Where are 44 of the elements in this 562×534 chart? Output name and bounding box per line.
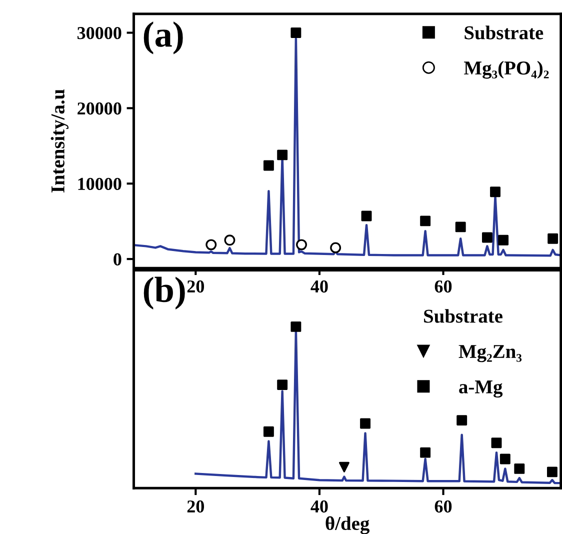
point <box>330 242 342 254</box>
x-axis-title: θ/deg <box>326 516 370 534</box>
point <box>206 239 217 250</box>
legend-label: Substrate <box>464 26 544 40</box>
point <box>420 216 431 226</box>
x-tick-label: 60 <box>434 500 452 513</box>
y-tick-label: 10000 <box>78 178 122 190</box>
point <box>491 438 502 448</box>
point <box>263 160 274 171</box>
point <box>360 418 370 429</box>
annotation: (a) <box>144 22 183 54</box>
legend-label: Mg₂Zn₃ <box>458 345 522 362</box>
point <box>420 447 431 458</box>
y-tick-label: 0 <box>114 253 122 266</box>
point <box>290 321 302 332</box>
point <box>290 28 302 38</box>
point <box>514 463 525 474</box>
y-axis-title: Intensity/a.u <box>50 89 68 192</box>
point <box>277 150 288 160</box>
point <box>456 415 468 426</box>
text: (b) <box>144 276 185 310</box>
point <box>546 466 558 478</box>
point <box>548 233 558 244</box>
point <box>263 426 274 437</box>
point <box>338 462 350 472</box>
point <box>482 232 492 243</box>
x-tick-label: 20 <box>187 500 204 513</box>
y-tick-label: 30000 <box>77 27 122 40</box>
legend-label: Mg₃(PO₄)₂ <box>464 60 549 79</box>
point <box>224 234 236 246</box>
x-tick-label: 20 <box>187 280 204 293</box>
point <box>455 222 466 232</box>
legend-title: Substrate <box>424 309 502 323</box>
legend-label: a-Mg <box>459 380 503 398</box>
x-tick-label: 40 <box>310 280 328 293</box>
y-tick-label: 20000 <box>78 102 122 115</box>
point <box>498 234 509 246</box>
point <box>277 380 288 390</box>
point <box>296 239 307 250</box>
point <box>490 186 500 198</box>
point <box>500 454 510 464</box>
x-tick-label: 60 <box>434 280 452 293</box>
point <box>361 210 372 222</box>
x-tick-label: 40 <box>310 500 328 513</box>
